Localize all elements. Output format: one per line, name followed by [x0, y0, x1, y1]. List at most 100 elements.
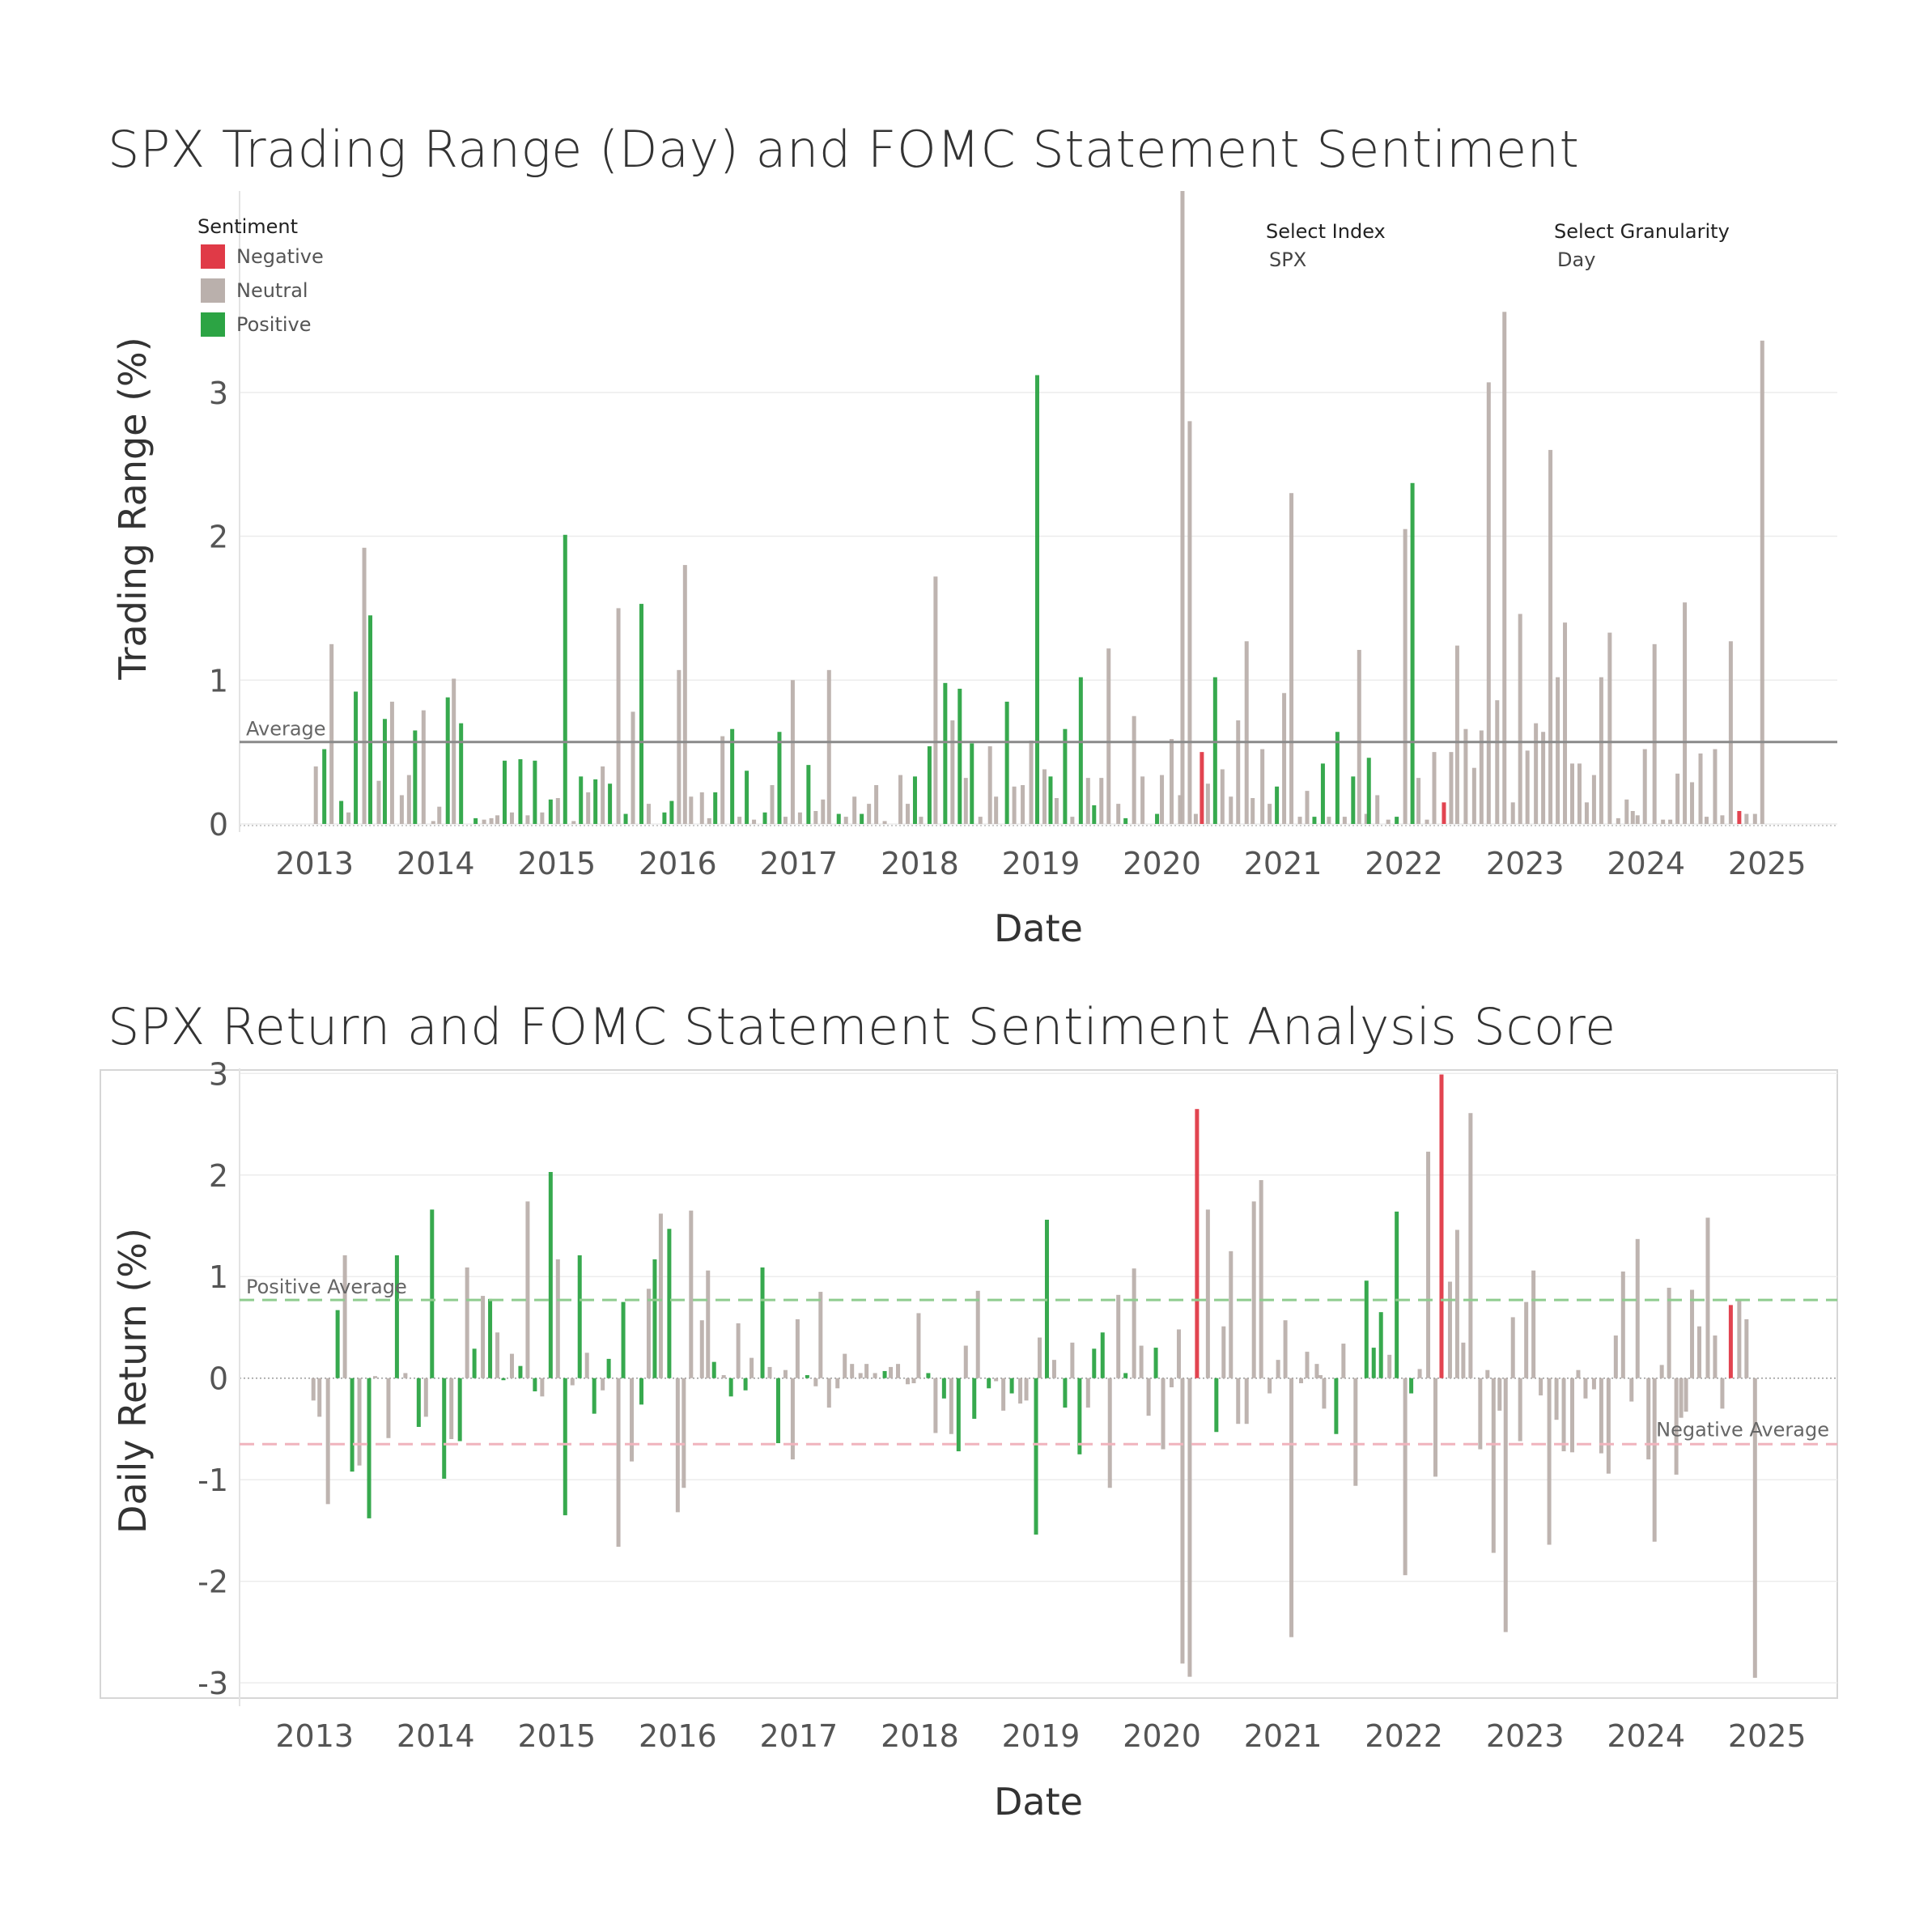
x-tick-label: 2021	[1244, 1718, 1323, 1754]
bar-neutral	[1576, 1369, 1581, 1378]
bar-neutral	[1659, 1365, 1664, 1378]
bar-neutral	[1704, 817, 1709, 824]
bar-neutral	[1070, 1342, 1075, 1378]
bar-neutral	[1357, 649, 1361, 824]
bar-neutral	[1283, 1320, 1288, 1378]
x-tick-label: 2016	[639, 1718, 717, 1754]
bar-positive	[472, 1348, 477, 1378]
bar-neutral	[616, 608, 621, 824]
bar-positive	[1153, 1348, 1158, 1378]
legend-item-positive[interactable]: Positive	[201, 312, 312, 337]
bar-neutral	[867, 804, 872, 824]
bar-neutral	[795, 1318, 800, 1378]
bar-neutral	[329, 643, 334, 824]
bar-neutral	[311, 1378, 316, 1401]
bar-neutral	[770, 785, 775, 824]
bar-neutral	[821, 799, 826, 824]
bar-neutral	[1713, 1335, 1718, 1378]
legend-swatch-neutral	[201, 278, 225, 303]
bar-positive	[1312, 817, 1317, 824]
bar-neutral	[1616, 817, 1620, 824]
bar-neutral	[1752, 1378, 1757, 1678]
bar-neutral	[1705, 1217, 1710, 1378]
y-tick-label: -3	[197, 1666, 228, 1701]
bar-neutral	[1106, 648, 1111, 824]
x-tick-label: 2019	[1002, 846, 1081, 881]
bar-positive	[805, 1374, 809, 1378]
daily-return-chart: -3 -2 -1 0 1 2 3 Positive Average Negative Avera…	[100, 1056, 1838, 1824]
bar-neutral	[658, 1213, 663, 1378]
x-tick-label: 2020	[1123, 1718, 1201, 1754]
bar-neutral	[1554, 1378, 1559, 1420]
bar-positive	[1034, 1378, 1038, 1535]
x-tick-label: 2021	[1244, 846, 1323, 881]
bar-neutral	[1630, 811, 1635, 824]
bar-positive	[430, 1209, 435, 1378]
x-tick-label: 2017	[760, 846, 839, 881]
bar-neutral	[1229, 796, 1234, 824]
bar-neutral	[555, 798, 560, 824]
bar-positive	[339, 800, 344, 824]
bar-positive	[1092, 1348, 1097, 1378]
bar-neutral	[1539, 1378, 1543, 1396]
bar-neutral	[1426, 1151, 1431, 1378]
bar-positive	[762, 812, 767, 824]
bar-neutral	[1042, 769, 1047, 824]
bar-positive	[777, 732, 782, 824]
bar-neutral	[1314, 1364, 1319, 1378]
bar-neutral	[783, 1369, 788, 1378]
bar-neutral	[586, 792, 591, 824]
bar-neutral	[1193, 813, 1198, 824]
bar-neutral	[399, 795, 404, 824]
bar-neutral	[933, 576, 938, 824]
bar-neutral	[896, 1364, 901, 1378]
chart-title-trading-range: SPX Trading Range (Day) and FOMC Stateme…	[108, 120, 1580, 179]
bar-neutral	[1024, 1378, 1029, 1401]
bar-neutral	[1661, 819, 1666, 824]
bar-neutral	[1478, 1378, 1483, 1450]
bar-neutral	[437, 806, 442, 824]
bar-neutral	[949, 1378, 953, 1434]
bar-neutral	[584, 1352, 589, 1378]
bar-neutral	[1599, 1378, 1603, 1454]
bar-positive	[836, 813, 841, 824]
bar-neutral	[720, 736, 725, 824]
x-tick-label: 2025	[1728, 846, 1807, 881]
bar-neutral	[1684, 1378, 1688, 1412]
bar-positive	[579, 776, 584, 824]
bar-neutral	[386, 1378, 391, 1438]
bar-neutral	[1132, 715, 1136, 824]
bar-neutral	[1132, 1268, 1136, 1378]
bar-neutral	[737, 817, 742, 824]
bar-neutral	[346, 812, 351, 824]
bar-neutral	[1503, 1378, 1508, 1633]
bar-positive	[941, 1378, 946, 1399]
bar-neutral	[1583, 1378, 1588, 1399]
bar-neutral	[1569, 763, 1574, 824]
bar-neutral	[1259, 1180, 1263, 1378]
bar-neutral	[813, 1378, 818, 1386]
bar-positive	[669, 800, 674, 824]
bar-neutral	[1116, 1294, 1121, 1378]
bar-neutral	[1534, 723, 1539, 824]
legend-item-neutral[interactable]: Neutral	[201, 278, 308, 303]
select-granularity-value[interactable]: Day	[1557, 248, 1596, 271]
bar-neutral	[1187, 1378, 1192, 1677]
bar-positive	[1035, 375, 1040, 824]
bar-neutral	[1299, 1378, 1304, 1383]
bar-neutral	[898, 775, 903, 824]
bar-neutral	[1305, 791, 1310, 824]
y-tick-label: 3	[209, 376, 228, 411]
bar-positive	[1063, 1378, 1068, 1408]
bar-neutral	[813, 811, 818, 824]
legend-item-negative[interactable]: Negative	[201, 244, 324, 269]
bar-neutral	[975, 1290, 980, 1378]
bar-neutral	[1070, 817, 1075, 824]
bar-neutral	[1461, 1342, 1466, 1378]
bar-positive	[367, 1378, 372, 1518]
x-tick-label: 2024	[1607, 846, 1685, 881]
bar-neutral	[699, 792, 704, 824]
bar-neutral	[706, 1270, 711, 1378]
select-index-value[interactable]: SPX	[1269, 248, 1307, 271]
reference-line-label: Negative Average	[1656, 1418, 1829, 1441]
